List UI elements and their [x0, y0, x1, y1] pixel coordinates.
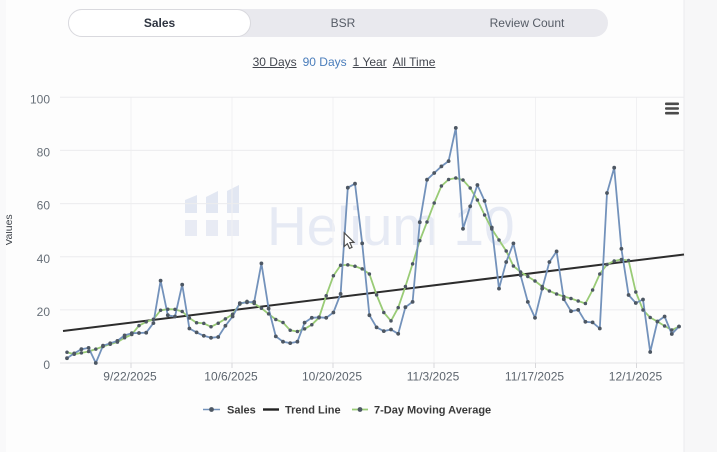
svg-text:9/22/2025: 9/22/2025	[103, 370, 157, 384]
svg-text:20: 20	[37, 305, 51, 319]
svg-text:11/17/2025: 11/17/2025	[505, 370, 564, 384]
svg-text:10/6/2025: 10/6/2025	[204, 370, 258, 384]
svg-text:10/20/2025: 10/20/2025	[302, 370, 362, 384]
svg-text:12/1/2025: 12/1/2025	[609, 370, 663, 384]
svg-text:11/3/2025: 11/3/2025	[407, 370, 460, 384]
svg-text:Trend Line: Trend Line	[285, 405, 341, 417]
svg-text:40: 40	[37, 252, 51, 266]
svg-text:Helium 10: Helium 10	[267, 195, 515, 257]
svg-text:80: 80	[37, 145, 51, 159]
svg-text:7-Day Moving Average: 7-Day Moving Average	[374, 405, 491, 417]
svg-text:Sales: Sales	[227, 405, 256, 417]
svg-text:60: 60	[37, 199, 51, 213]
svg-text:0: 0	[43, 358, 50, 372]
svg-text:100: 100	[30, 92, 50, 106]
